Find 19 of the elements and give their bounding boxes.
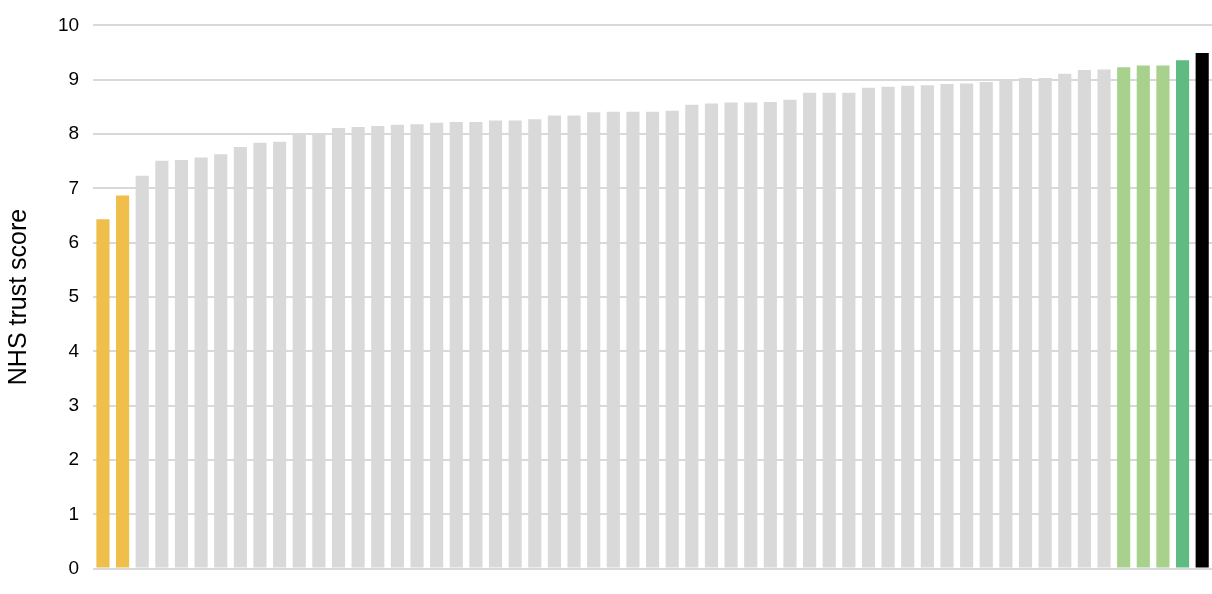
y-tick-label: 10 bbox=[57, 13, 80, 35]
bar bbox=[1175, 60, 1190, 568]
y-tick-label: 9 bbox=[68, 67, 80, 89]
y-tick-label: 6 bbox=[68, 230, 80, 252]
bar bbox=[1156, 65, 1170, 568]
y-tick-label: 1 bbox=[68, 502, 80, 524]
y-tick-label: 3 bbox=[68, 393, 80, 415]
bar bbox=[1136, 65, 1150, 568]
bar bbox=[1117, 67, 1131, 568]
y-tick-label: 0 bbox=[68, 556, 80, 578]
bar bbox=[96, 219, 110, 568]
y-tick-label: 8 bbox=[68, 122, 80, 144]
y-tick-label: 7 bbox=[68, 176, 80, 198]
y-axis-title: NHS trust score bbox=[2, 208, 31, 386]
y-tick-label: 2 bbox=[68, 448, 80, 470]
bar bbox=[1195, 53, 1209, 568]
y-tick-label: 4 bbox=[68, 339, 80, 361]
bar bbox=[116, 195, 130, 568]
y-tick-label: 5 bbox=[68, 285, 80, 307]
